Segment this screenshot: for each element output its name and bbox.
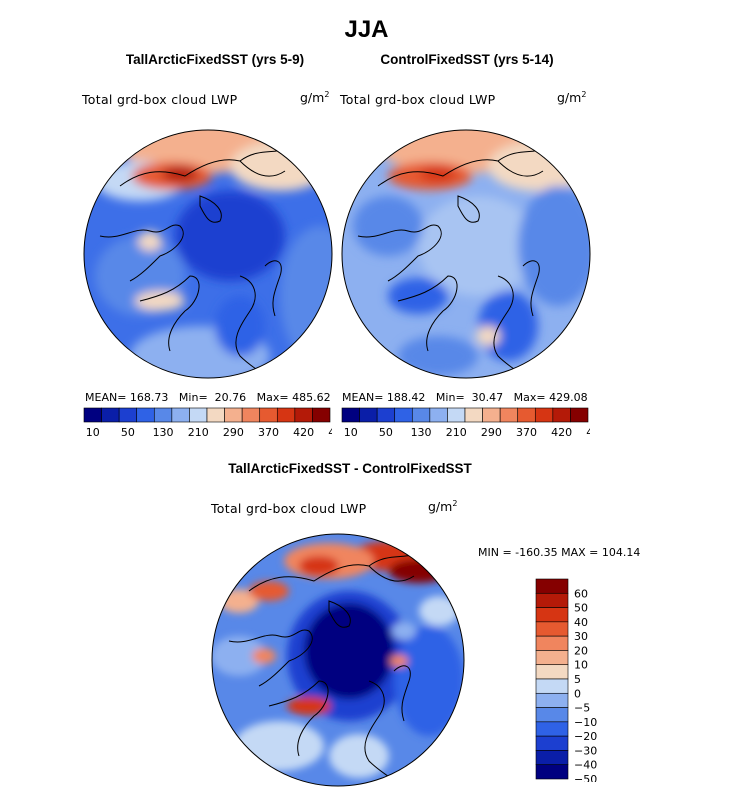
colorbar-panel-1: 10 50 130 210 290 370 420 460	[83, 407, 332, 439]
colorbar-swatch	[101, 407, 120, 423]
colorbar-swatch	[517, 407, 536, 423]
panel-2-units: g/m2	[557, 90, 587, 106]
colorbar-swatch	[83, 407, 102, 423]
colorbar-tick-label: 50	[379, 426, 393, 439]
colorbar-panel-2: 10 50 130 210 290 370 420 460	[341, 407, 590, 439]
panel-2-min: 30.47	[471, 391, 504, 404]
colorbar-swatch	[394, 407, 413, 423]
colorbar-swatch	[535, 607, 569, 623]
colorbar-swatch	[535, 707, 569, 723]
colorbar-swatch	[153, 407, 173, 423]
colorbar-tick-label: 50	[574, 602, 588, 615]
figure-title: JJA	[344, 16, 389, 43]
panel-2-mean: 188.42	[386, 391, 426, 404]
panel-1-max: 485.62	[292, 391, 331, 404]
colorbar-swatch	[276, 407, 296, 423]
colorbar-swatch	[535, 592, 569, 608]
colorbar-swatch	[429, 407, 448, 423]
colorbar-swatch	[535, 721, 569, 737]
colorbar-tick-label: 290	[223, 426, 244, 439]
colorbar-swatch	[118, 407, 138, 423]
colorbar-tick-label: 370	[258, 426, 279, 439]
colorbar-tick-label: 20	[574, 644, 588, 657]
panel-1-title: TallArcticFixedSST (yrs 5-9)	[125, 52, 305, 67]
colorbar-tick-label: 210	[446, 426, 467, 439]
colorbar-swatch	[411, 407, 431, 423]
colorbar-swatch	[535, 664, 569, 680]
colorbar-tick-label: 290	[481, 426, 502, 439]
colorbar-swatch	[224, 407, 243, 423]
map-difference	[211, 533, 465, 787]
colorbar-swatch	[535, 678, 569, 694]
panel-2-variable: Total grd-box cloud LWP	[340, 92, 496, 107]
colorbar-swatch	[171, 407, 190, 423]
colorbar-swatch	[206, 407, 225, 423]
colorbar-tick-label: 210	[188, 426, 209, 439]
colorbar-swatch	[294, 407, 313, 423]
panel-1-units: g/m2	[300, 90, 330, 106]
colorbar-tick-label: 0	[574, 687, 581, 700]
panel-2-stats: MEAN= 188.42 Min= 30.47 Max= 429.08	[342, 391, 588, 404]
colorbar-swatch	[447, 407, 466, 423]
colorbar-swatch	[136, 407, 155, 423]
panel-1-variable: Total grd-box cloud LWP	[82, 92, 238, 107]
panel-3-units: g/m2	[428, 499, 458, 515]
colorbar-tick-label: 5	[574, 673, 581, 686]
map-control	[341, 129, 591, 379]
colorbar-swatch	[499, 407, 519, 423]
colorbar-tick-label: 50	[121, 426, 135, 439]
colorbar-tick-label: 40	[574, 616, 588, 629]
colorbar-swatch	[534, 407, 554, 423]
colorbar-tick-label: 10	[574, 659, 588, 672]
colorbar-swatch	[552, 407, 571, 423]
colorbar-tick-label: −30	[574, 744, 597, 757]
colorbar-tick-label: −5	[574, 702, 590, 715]
colorbar-tick-label: −40	[574, 759, 597, 772]
colorbar-swatch	[359, 407, 378, 423]
colorbar-swatch	[341, 407, 360, 423]
colorbar-swatch	[482, 407, 501, 423]
colorbar-tick-label: 10	[86, 426, 100, 439]
colorbar-swatch	[376, 407, 396, 423]
colorbar-swatch	[535, 764, 569, 780]
panel-1-mean: 168.73	[129, 391, 169, 404]
colorbar-swatch	[259, 407, 278, 423]
panel-2-title: ControlFixedSST (yrs 5-14)	[380, 52, 554, 67]
colorbar-swatch	[535, 692, 569, 708]
colorbar-tick-label: 130	[411, 426, 432, 439]
colorbar-swatch	[464, 407, 483, 423]
panel-3-title: TallArcticFixedSST - ControlFixedSST	[228, 461, 472, 476]
panel-2-max: 429.08	[549, 391, 588, 404]
colorbar-tick-label: −50	[574, 773, 597, 782]
colorbar-tick-label: 10	[344, 426, 358, 439]
colorbar-tick-label: 60	[574, 587, 588, 600]
colorbar-swatch	[535, 578, 569, 594]
colorbar-swatch	[535, 750, 569, 766]
panel-1-stats: MEAN= 168.73 Min= 20.76 Max= 485.62	[85, 391, 331, 404]
colorbar-tick-label: 460	[586, 426, 590, 439]
map-tallarctic	[83, 129, 333, 379]
panel-3-variable: Total grd-box cloud LWP	[211, 501, 367, 516]
colorbar-tick-label: 370	[516, 426, 537, 439]
colorbar-swatch	[312, 407, 331, 423]
colorbar-tick-label: 420	[551, 426, 572, 439]
colorbar-swatch	[535, 635, 569, 651]
colorbar-swatch	[189, 407, 208, 423]
colorbar-swatch	[535, 650, 569, 666]
panel-3-minmax: MIN = -160.35 MAX = 104.14	[478, 546, 641, 559]
panel-1-min: 20.76	[214, 391, 247, 404]
colorbar-swatch	[535, 621, 569, 637]
colorbar-swatch	[570, 407, 589, 423]
colorbar-tick-label: −20	[574, 730, 597, 743]
colorbar-tick-label: 30	[574, 630, 588, 643]
colorbar-tick-label: 460	[328, 426, 332, 439]
colorbar-tick-label: 130	[153, 426, 174, 439]
colorbar-swatch	[535, 735, 569, 751]
colorbar-tick-label: 420	[293, 426, 314, 439]
colorbar-tick-label: −10	[574, 716, 597, 729]
colorbar-swatch	[241, 407, 261, 423]
